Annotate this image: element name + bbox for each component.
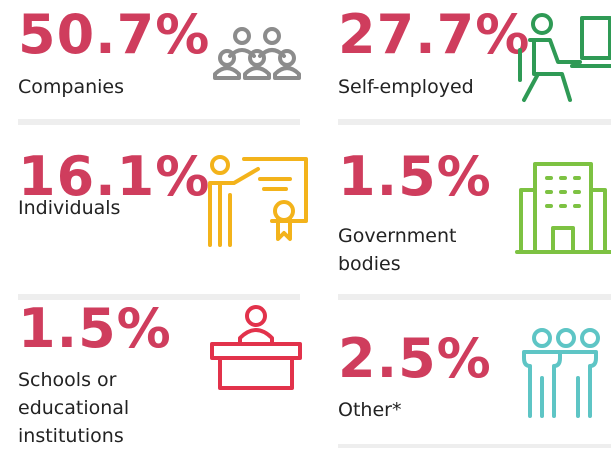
value: 1.5% [338, 145, 492, 208]
value: 1.5% [18, 297, 172, 360]
value: 50.7% [18, 3, 211, 66]
separator [18, 119, 300, 125]
label: Individuals [18, 197, 121, 219]
separator [338, 294, 611, 300]
label: Companies [18, 76, 125, 98]
building-icon [515, 162, 611, 254]
people-icon [213, 27, 301, 80]
separator [338, 119, 611, 125]
label: Self-employed [338, 76, 474, 98]
lectern-icon [210, 305, 302, 390]
label: Schools or educational institutions [18, 369, 130, 447]
certificate-icon [208, 155, 308, 247]
separator [18, 294, 300, 300]
label: Other* [338, 399, 402, 421]
value: 27.7% [338, 3, 531, 66]
value: 2.5% [338, 327, 492, 390]
desk-worker-icon [518, 13, 611, 102]
separator [338, 444, 611, 448]
group-icon [522, 328, 600, 418]
label: Government bodies [338, 225, 457, 275]
value: 16.1% [18, 145, 211, 208]
